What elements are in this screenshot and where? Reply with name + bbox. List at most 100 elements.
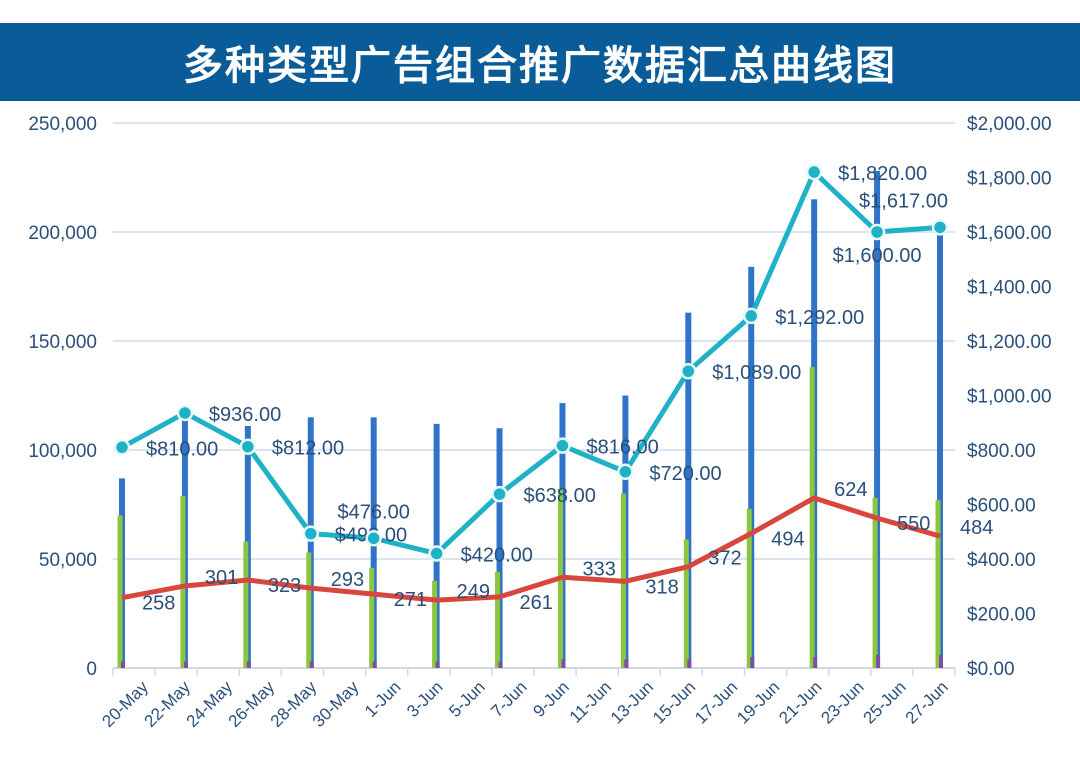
data-label: $936.00 (209, 404, 281, 426)
data-label: 271 (394, 589, 427, 611)
bar-series3-bar (561, 659, 566, 668)
data-label: 258 (142, 593, 175, 615)
data-label: 494 (771, 528, 804, 550)
data-label: 550 (897, 513, 930, 535)
data-label: $810.00 (146, 438, 218, 460)
x-tick-label: 5-Jun (445, 677, 489, 721)
y-right-tick-label: $400.00 (967, 550, 1036, 571)
data-label: $720.00 (649, 463, 721, 485)
y-left-tick-label: 150,000 (28, 332, 97, 353)
data-label: 333 (582, 558, 615, 580)
bar-series2-bar (872, 497, 878, 668)
bar-series2-bar (683, 539, 689, 668)
data-label: 301 (205, 567, 238, 589)
bar-series2-bar (935, 500, 941, 668)
x-tick-label: 15-Jun (649, 677, 699, 727)
data-label: $420.00 (461, 545, 533, 567)
y-right-tick-label: $2,000.00 (967, 114, 1052, 135)
data-label: 261 (520, 592, 553, 614)
data-label: $476.00 (338, 501, 410, 523)
bar-series3-bar (435, 661, 440, 668)
y-right-tick-label: $1,000.00 (967, 387, 1052, 408)
x-tick-label: 21-Jun (775, 677, 825, 727)
y-left-tick-label: 100,000 (28, 441, 97, 462)
line-marker (617, 463, 634, 481)
bar-series3-bar (876, 654, 881, 668)
bar-series3-bar (309, 661, 314, 668)
bar-series2-bar (306, 552, 312, 668)
x-tick-label: 1-Jun (361, 677, 405, 721)
bar-series3-bar (246, 661, 251, 668)
title-bar: 多种类型广告组合推广数据汇总曲线图 (0, 23, 1080, 101)
bar-series2-bar (746, 508, 752, 668)
line-marker (176, 404, 194, 422)
bar-series1-bar (937, 225, 943, 668)
data-label: 318 (645, 576, 678, 598)
x-tick-label: 11-Jun (566, 677, 615, 726)
line-marker (428, 545, 445, 562)
bar-series3-bar (121, 661, 125, 668)
bar-series2-bar (180, 495, 186, 668)
line-marker (113, 439, 131, 456)
data-label: $1,089.00 (712, 362, 801, 384)
bar-series3-bar (624, 659, 629, 668)
y-right-tick-label: $200.00 (967, 605, 1036, 626)
data-label: $812.00 (272, 438, 344, 460)
line-series1 (120, 169, 941, 557)
data-label: 293 (331, 569, 364, 591)
data-label: 624 (834, 479, 867, 501)
bar-series3-bar (372, 661, 377, 668)
line-marker (302, 525, 320, 542)
x-tick-label: 7-Jun (487, 677, 531, 721)
bar-series1-bar (307, 417, 314, 668)
line-marker (868, 223, 886, 241)
line-series2 (121, 495, 941, 603)
bar-series2-bar (369, 567, 375, 668)
data-label: $1,292.00 (775, 307, 864, 329)
line-marker (805, 163, 823, 181)
bar-series1-bar (874, 170, 881, 668)
data-label: $638.00 (524, 485, 596, 507)
line-marker (742, 307, 760, 325)
x-tick-label: 28-May (267, 677, 321, 731)
data-label: 484 (960, 517, 993, 539)
data-label: 323 (268, 575, 301, 597)
x-tick-label: 23-Jun (817, 677, 867, 727)
bar-series1-bar (748, 266, 755, 668)
line-marker (931, 219, 949, 236)
y-left-tick-label: 0 (86, 659, 97, 680)
line-marker (554, 437, 571, 454)
chart-title: 多种类型广告组合推广数据汇总曲线图 (183, 43, 897, 89)
data-label: 249 (457, 581, 490, 603)
x-tick-label: 13-Jun (607, 677, 657, 727)
bar-series1-bar (685, 312, 692, 668)
data-label: $1,617.00 (859, 190, 948, 212)
line-marker (491, 485, 508, 503)
bar-series3-bar (939, 654, 943, 668)
y-left-tick-label: 200,000 (28, 223, 97, 244)
bar-series3-bar (687, 659, 692, 668)
bar-series2-bar (809, 367, 815, 668)
y-right-tick-label: $1,600.00 (967, 223, 1052, 244)
y-right-tick-label: $800.00 (967, 441, 1036, 462)
line-marker (680, 362, 697, 380)
bar-series2-bar (432, 580, 438, 668)
x-tick-label: 20-May (98, 677, 152, 731)
y-right-tick-label: $1,200.00 (967, 332, 1052, 353)
bar-series1-bar (496, 428, 503, 668)
bar-series3-bar (813, 657, 818, 668)
line-marker (239, 438, 257, 455)
data-label: 372 (708, 548, 741, 570)
x-tick-label: 19-Jun (733, 677, 783, 727)
x-tick-label: 27-Jun (902, 677, 952, 727)
y-right-tick-label: $0.00 (967, 659, 1015, 680)
y-left-tick-label: 50,000 (39, 550, 97, 571)
x-tick-label: 25-Jun (860, 677, 910, 727)
y-right-tick-label: $1,800.00 (967, 169, 1052, 190)
bar-series2-bar (243, 541, 249, 668)
data-label: $1,820.00 (838, 163, 927, 185)
x-tick-label: 22-May (141, 677, 195, 731)
bar-series2-bar (495, 572, 501, 668)
bar-series3-bar (183, 661, 188, 668)
